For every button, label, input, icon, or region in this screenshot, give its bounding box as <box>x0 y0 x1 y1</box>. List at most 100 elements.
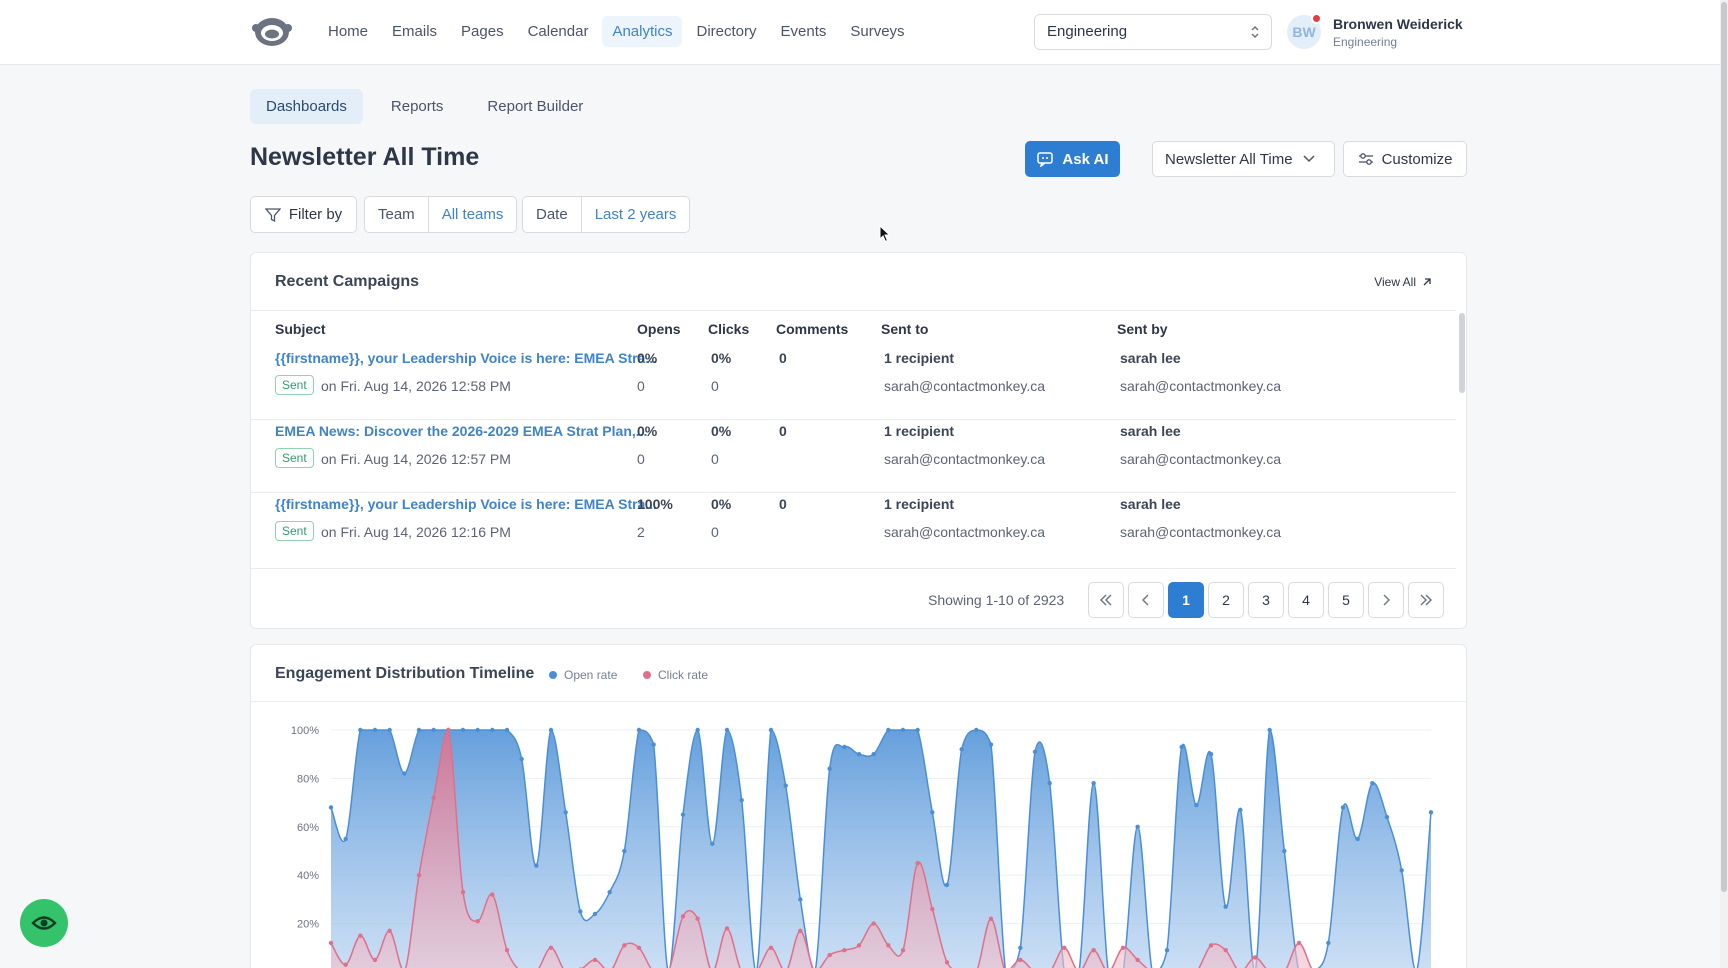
page-button-5[interactable]: 5 <box>1328 582 1364 618</box>
sent-to-count: 1 recipient <box>884 496 955 512</box>
nav-item-surveys[interactable]: Surveys <box>850 23 905 40</box>
page-scrollbar-thumb[interactable] <box>1721 2 1727 892</box>
campaign-subject-link[interactable]: EMEA News: Discover the 2026-2029 EMEA S… <box>275 423 648 439</box>
nav-item-directory[interactable]: Directory <box>696 23 757 40</box>
next-page-button[interactable] <box>1368 582 1404 618</box>
team-select-value: Engineering <box>1047 23 1128 40</box>
open-rate-point <box>1223 904 1228 909</box>
open-rate-point <box>827 766 832 771</box>
click-rate-point <box>636 945 642 950</box>
team-filter-value[interactable]: All teams <box>441 206 504 223</box>
column-header-sent-to[interactable]: Sent to <box>881 321 929 337</box>
prev-page-button[interactable] <box>1128 582 1164 618</box>
page-button-4[interactable]: 4 <box>1288 582 1324 618</box>
click-rate-point <box>343 962 348 967</box>
nav-item-pages[interactable]: Pages <box>461 23 504 40</box>
open-rate-area <box>331 730 1431 968</box>
click-rate-point <box>1296 940 1302 946</box>
nav-item-analytics[interactable]: Analytics <box>602 16 683 47</box>
open-rate-line <box>330 729 1432 968</box>
date-filter-value[interactable]: Last 2 years <box>594 206 677 223</box>
open-rate-point <box>358 727 363 733</box>
team-filter-key: Team <box>365 197 429 232</box>
tab-reports[interactable]: Reports <box>390 98 444 115</box>
dashboard-select[interactable]: Newsletter All Time <box>1152 141 1335 177</box>
column-header-sent-by[interactable]: Sent by <box>1117 321 1168 337</box>
click-rate-point <box>680 914 686 919</box>
pagination-summary: Showing 1-10 of 2923 <box>928 592 1065 608</box>
column-header-comments[interactable]: Comments <box>776 321 849 337</box>
page-button-1[interactable]: 1 <box>1168 582 1204 618</box>
open-rate-point <box>1384 814 1390 820</box>
first-page-button[interactable] <box>1088 582 1124 618</box>
ask-ai-button[interactable]: Ask AI <box>1025 141 1120 177</box>
legend-open-rate[interactable]: Open rate <box>549 668 617 682</box>
click-rate-point <box>431 795 436 800</box>
sent-to-email: sarah@contactmonkey.ca <box>884 451 1046 467</box>
nav-item-emails[interactable]: Emails <box>392 23 438 40</box>
status-badge: Sent <box>275 521 314 541</box>
last-page-button[interactable] <box>1408 582 1444 618</box>
open-rate-point <box>886 727 891 733</box>
eye-icon <box>31 916 57 930</box>
tab-report-builder[interactable]: Report Builder <box>487 98 584 115</box>
page-button-3[interactable]: 3 <box>1248 582 1284 618</box>
open-rate-point <box>695 727 700 733</box>
page-button-2[interactable]: 2 <box>1208 582 1244 618</box>
click-rate-point <box>856 943 862 948</box>
clicks-percent: 0% <box>711 423 732 439</box>
sent-by-name: sarah lee <box>1120 496 1181 512</box>
customize-label: Customize <box>1381 150 1453 168</box>
table-scrollbar-thumb[interactable] <box>1459 313 1465 393</box>
tab-dashboards[interactable]: Dashboards <box>250 89 363 124</box>
click-rate-point <box>1135 957 1140 963</box>
column-header-opens[interactable]: Opens <box>637 321 681 337</box>
team-select[interactable]: Engineering <box>1034 14 1272 50</box>
click-rate-point <box>622 943 627 948</box>
engagement-chart-card: Engagement Distribution Timeline Open ra… <box>250 644 1467 968</box>
click-rate-point <box>387 928 392 934</box>
chat-bot-icon <box>1037 152 1054 167</box>
click-rate-point <box>592 957 598 963</box>
comments-count: 0 <box>779 496 787 512</box>
open-rate-point <box>431 727 436 733</box>
click-rate-point <box>798 928 803 934</box>
campaign-subject-link[interactable]: {{firstname}}, your Leadership Voice is … <box>275 496 658 512</box>
view-all-link[interactable]: View All <box>1374 275 1432 289</box>
nav-item-home[interactable]: Home <box>328 23 369 40</box>
column-header-clicks[interactable]: Clicks <box>708 321 750 337</box>
campaign-subject-link[interactable]: {{firstname}}, your Leadership Voice is … <box>275 350 658 366</box>
sent-to-count: 1 recipient <box>884 423 955 439</box>
open-rate-point <box>768 727 774 733</box>
open-rate-point <box>1194 802 1199 808</box>
arrow-up-right-icon <box>1423 278 1431 286</box>
click-rate-point <box>548 945 554 950</box>
row-divider <box>251 419 1456 420</box>
date-filter-chip[interactable]: Date Last 2 years <box>522 196 691 233</box>
open-rate-point <box>1208 752 1214 757</box>
nav-item-calendar[interactable]: Calendar <box>527 23 589 40</box>
comments-count: 0 <box>779 350 787 366</box>
y-tick-label: 60% <box>297 822 319 834</box>
column-header-subject[interactable]: Subject <box>275 321 326 337</box>
legend-click-rate[interactable]: Click rate <box>643 668 708 682</box>
legend-open-label: Open rate <box>564 668 618 682</box>
open-rate-point <box>710 841 715 846</box>
nav-item-events[interactable]: Events <box>780 23 827 40</box>
legend-click-label: Click rate <box>658 668 709 682</box>
click-rate-point <box>1018 957 1023 963</box>
user-name: Bronwen Weiderick <box>1333 16 1463 32</box>
monkey-logo-icon[interactable] <box>252 14 292 50</box>
open-rate-point <box>1238 807 1243 813</box>
help-widget-button[interactable] <box>20 899 68 947</box>
click-rate-point <box>328 940 334 946</box>
date-filter-key: Date <box>523 197 582 232</box>
chart-header-divider <box>251 701 1466 702</box>
filter-by-button[interactable]: Filter by <box>250 196 357 233</box>
customize-button[interactable]: Customize <box>1343 141 1467 177</box>
open-rate-point <box>1428 810 1434 815</box>
team-filter-chip[interactable]: Team All teams <box>364 196 518 233</box>
open-rate-point <box>739 797 744 803</box>
row-divider <box>251 492 1456 493</box>
clicks-count: 0 <box>711 524 719 540</box>
